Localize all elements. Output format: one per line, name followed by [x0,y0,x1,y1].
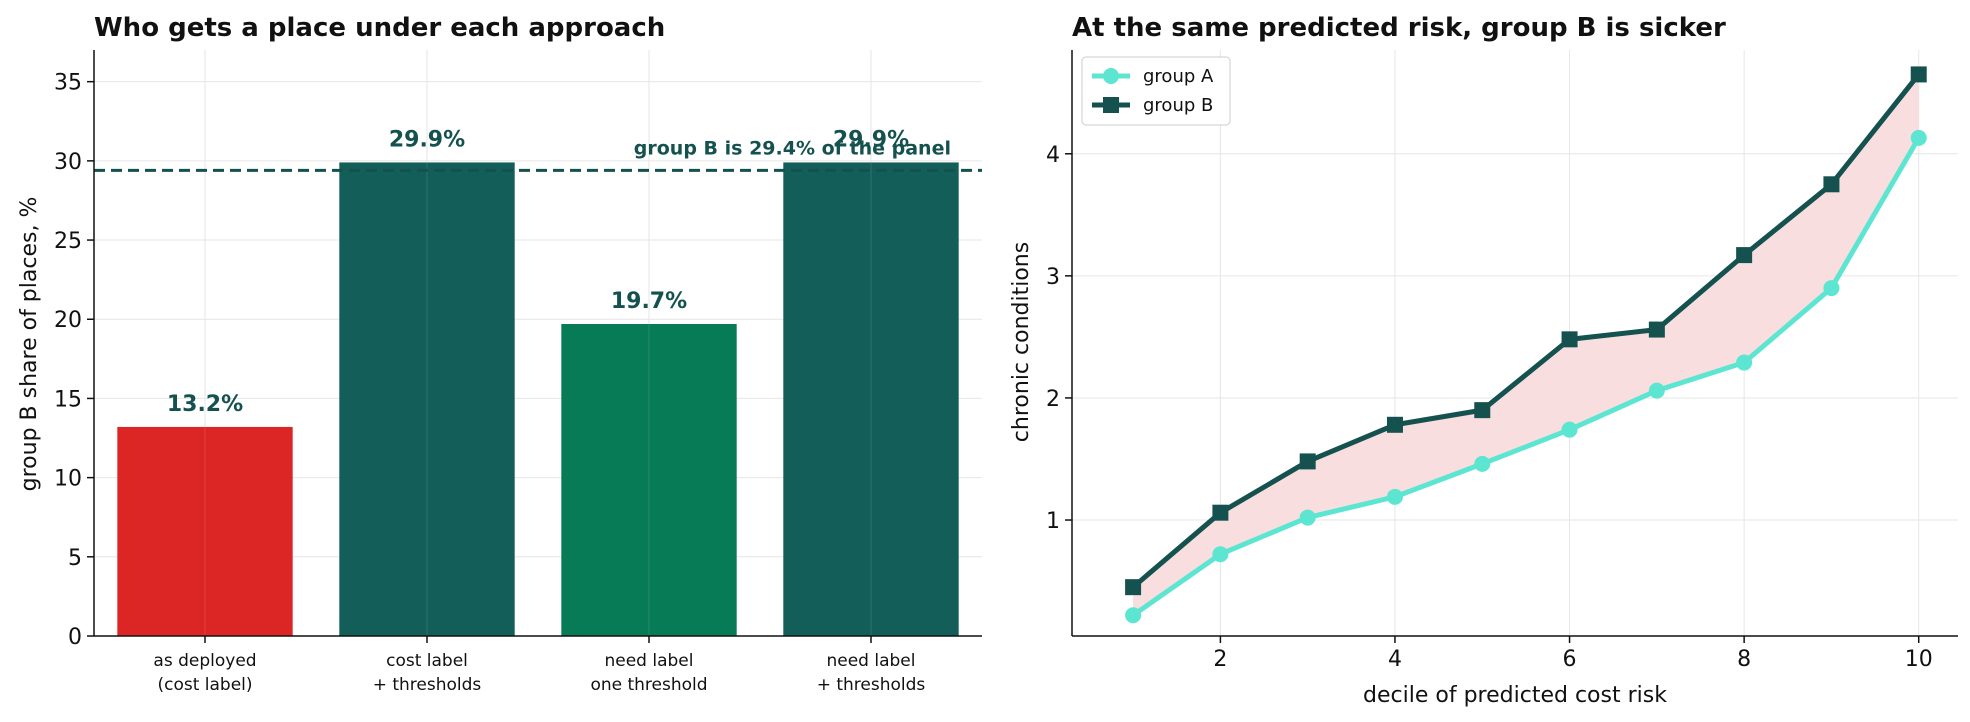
y-tick-label: 25 [54,229,82,254]
legend-label: group B [1143,95,1213,116]
point-group-b [1910,66,1927,83]
x-tick-label: 8 [1737,647,1751,672]
category-label: (cost label) [157,675,252,695]
y-tick-label: 0 [68,625,82,650]
point-group-b [1736,247,1753,264]
y-tick-label: 10 [54,467,82,492]
left-axes: 0 5 10 15 20 25 30 35 as deployed (cost label) cos… [54,50,982,695]
y-tick-label: 3 [1046,265,1060,290]
category-label: + thresholds [373,675,482,695]
category-label: as deployed [153,651,256,671]
point-group-a [1648,382,1665,399]
reference-line-group: group B is 29.4% of the panel [94,137,982,172]
left-chart-title: Who gets a place under each approach [94,13,665,43]
point-group-a [1212,546,1229,563]
right-y-axis-label: chronic conditions [1009,242,1034,442]
point-group-b [1474,402,1491,419]
y-tick-label: 5 [68,546,82,571]
bar-value-label: 13.2% [167,392,243,417]
right-series [1125,66,1927,624]
right-chart-title: At the same predicted risk, group B is s… [1072,13,1726,43]
point-group-b [1299,453,1316,470]
reference-line-label: group B is 29.4% of the panel [634,137,951,159]
bar-1 [117,426,293,636]
left-bars [117,162,959,636]
y-tick-label: 15 [54,387,82,412]
legend-marker [1103,97,1119,113]
point-group-b [1561,331,1578,348]
point-group-a [1125,607,1142,624]
series-line-group-b [1131,72,1921,590]
series-line-group-a [1131,136,1921,618]
y-tick-label: 1 [1046,509,1060,534]
point-group-b [1648,321,1665,338]
point-group-b [1823,176,1840,193]
point-group-a [1823,280,1840,297]
point-group-a [1299,509,1316,526]
legend-label: group A [1143,66,1214,87]
point-group-a [1910,129,1927,146]
x-tick-label: 4 [1388,647,1402,672]
y-tick-label: 4 [1046,143,1060,168]
bar-3 [561,323,737,636]
y-tick-label: 2 [1046,387,1060,412]
bar-4 [783,162,959,636]
left-y-axis-label: group B share of places, % [17,197,42,492]
point-group-a [1386,488,1403,505]
bar-value-label: 19.7% [611,289,687,314]
bar-value-label: 29.9% [833,127,909,152]
category-label: one threshold [590,675,707,695]
x-tick-label: 2 [1213,647,1227,672]
right-chart-panel: At the same predicted risk, group B is s… [1009,13,1958,708]
point-group-a [1736,354,1753,371]
category-label: need label [604,651,693,671]
legend-marker [1103,68,1119,84]
category-label: cost label [386,651,468,671]
point-group-b [1386,416,1403,433]
category-label: + thresholds [817,675,926,695]
right-x-axis-label: decile of predicted cost risk [1363,683,1667,708]
category-label: need label [826,651,915,671]
x-tick-label: 6 [1563,647,1577,672]
left-value-labels: 13.2% 29.9% 19.7% 29.9% [167,127,909,416]
point-group-b [1212,504,1229,521]
point-group-a [1561,421,1578,438]
legend: group A group B [1081,56,1231,126]
x-tick-label: 10 [1905,647,1933,672]
point-group-a [1474,455,1491,472]
right-axes: 1 2 3 4 2 4 6 8 10 [1046,50,1958,672]
bar-value-label: 29.9% [389,127,465,152]
bar-2 [339,162,515,636]
left-chart-panel: Who gets a place under each approach gro… [17,13,982,695]
y-tick-label: 35 [54,71,82,96]
y-tick-label: 30 [54,150,82,175]
point-group-b [1125,579,1142,596]
y-tick-label: 20 [54,308,82,333]
gap-fill [1133,74,1919,616]
gap-fill-area [1133,74,1919,616]
right-gridlines [1072,50,1958,636]
